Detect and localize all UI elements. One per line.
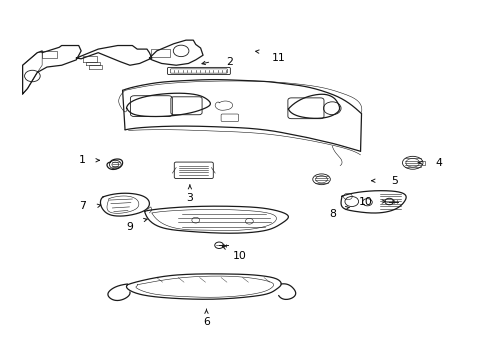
Text: 1: 1 xyxy=(79,155,86,165)
Text: 3: 3 xyxy=(186,193,193,203)
Text: 8: 8 xyxy=(328,210,335,219)
Text: 9: 9 xyxy=(126,222,133,232)
Text: 6: 6 xyxy=(203,317,209,327)
Text: 10: 10 xyxy=(232,251,245,261)
Text: 2: 2 xyxy=(225,57,232,67)
Text: 5: 5 xyxy=(390,176,397,186)
Text: 4: 4 xyxy=(435,158,442,168)
Text: 11: 11 xyxy=(271,53,285,63)
Bar xyxy=(151,49,170,57)
Bar xyxy=(42,51,57,58)
Text: 7: 7 xyxy=(79,201,86,211)
Text: 10: 10 xyxy=(358,197,371,207)
